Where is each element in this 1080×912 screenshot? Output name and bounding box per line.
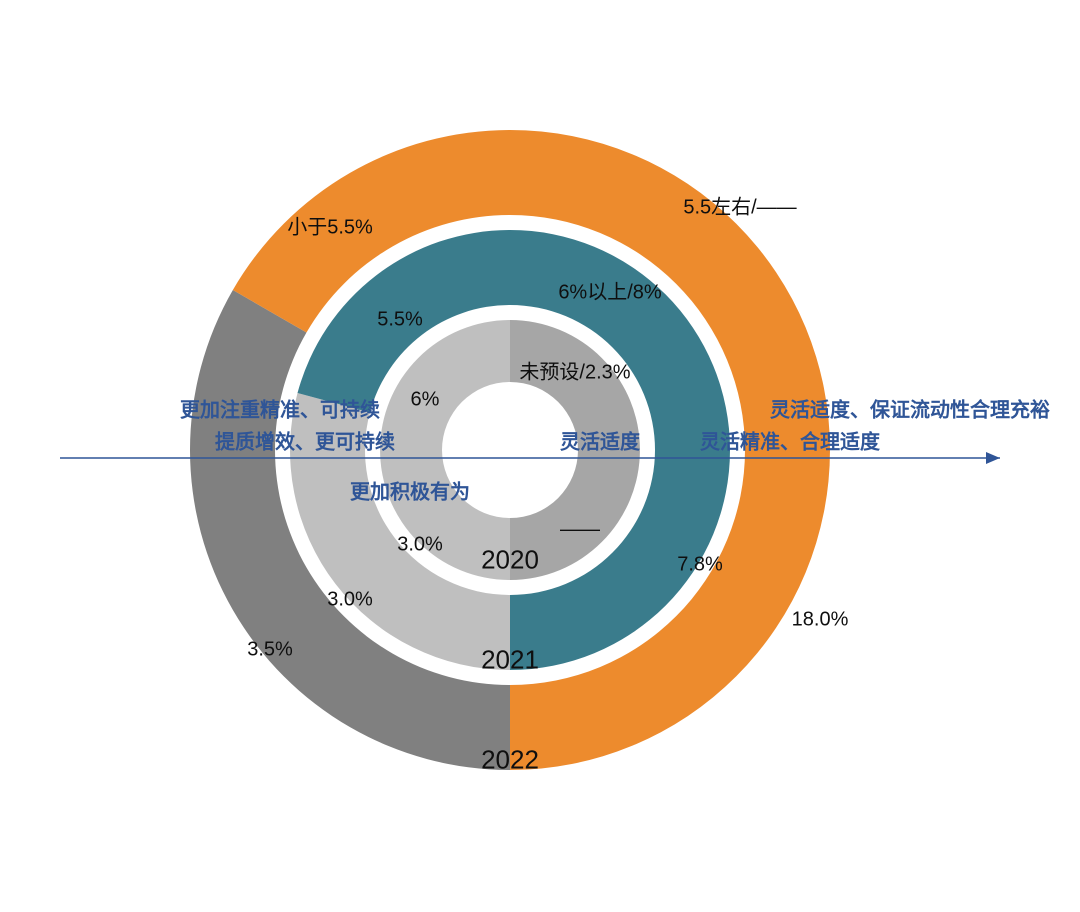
- blue-right-outer: 灵活适度、保证流动性合理充裕: [770, 394, 1050, 423]
- inner-top-left-label: 6%: [411, 389, 440, 412]
- outer-top-right-label: 5.5左右/——: [683, 191, 796, 220]
- year-2020: 2020: [481, 545, 539, 576]
- mid-bottom-right-label: 7.8%: [677, 554, 723, 577]
- axis-arrow-icon: [986, 452, 1000, 464]
- mid-top-left-label: 5.5%: [377, 309, 423, 332]
- mid-bottom-left-label: 3.0%: [327, 589, 373, 612]
- blue-right-mid: 灵活精准、合理适度: [700, 426, 880, 455]
- blue-left-line1: 更加注重精准、可持续: [180, 394, 380, 423]
- inner-bottom-right-label: ——: [560, 519, 600, 542]
- mid-top-right-label: 6%以上/8%: [558, 276, 661, 305]
- donut-svg: [0, 0, 1080, 912]
- year-2022: 2022: [481, 745, 539, 776]
- inner-bottom-left-label: 3.0%: [397, 534, 443, 557]
- nested-donut-chart: 2020 2021 2022 5.5左右/—— 小于5.5% 6%以上/8% 5…: [0, 0, 1080, 912]
- blue-left-line3: 更加积极有为: [350, 476, 470, 505]
- year-2021: 2021: [481, 645, 539, 676]
- blue-left-line2: 提质增效、更可持续: [215, 426, 395, 455]
- inner-top-right-label: 未预设/2.3%: [519, 356, 630, 385]
- outer-top-left-label: 小于5.5%: [287, 211, 373, 240]
- blue-right-inner: 灵活适度: [560, 426, 640, 455]
- outer-bottom-right-label: 18.0%: [792, 609, 849, 632]
- outer-bottom-left-label: 3.5%: [247, 639, 293, 662]
